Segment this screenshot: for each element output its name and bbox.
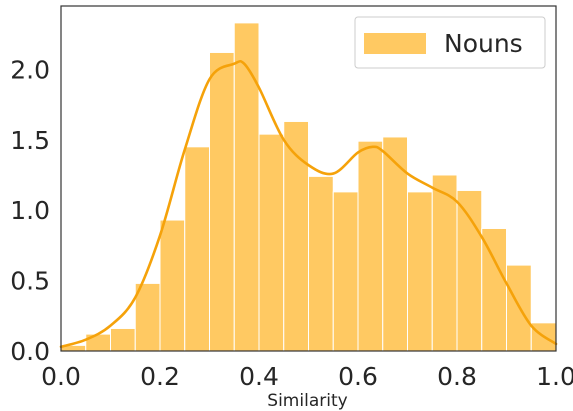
histogram-bar: [209, 51, 235, 352]
x-tick-label: 0.2: [140, 362, 180, 391]
legend: Nouns: [354, 16, 546, 69]
plot-frame: [60, 5, 557, 352]
y-tick-label: 1.0: [10, 196, 50, 225]
x-axis-label: Similarity: [267, 391, 347, 411]
x-tick-label: 0.4: [239, 362, 279, 391]
histogram-bar: [357, 140, 384, 352]
x-axis-ticks: 0.0 0.2 0.4 0.6 0.8 1.0: [41, 362, 573, 391]
x-tick-label: 0.0: [41, 362, 81, 391]
histogram-bars: [60, 22, 557, 352]
x-tick-label: 0.8: [437, 362, 477, 391]
histogram-bar: [134, 282, 161, 352]
x-tick-label: 0.6: [338, 362, 378, 391]
legend-box: [354, 16, 546, 69]
y-tick-label: 0.5: [10, 267, 50, 296]
y-tick-label: 2.0: [10, 55, 50, 84]
histogram-bar: [481, 227, 507, 352]
histogram-bar: [456, 189, 483, 352]
y-axis-ticks: 0.0 0.5 1.0 1.5 2.0: [10, 55, 50, 366]
histogram-bar: [258, 133, 285, 352]
density-curve: [59, 59, 558, 349]
y-tick-label: 1.5: [10, 126, 50, 155]
histogram-bar: [184, 146, 210, 352]
histogram-bar: [332, 191, 359, 352]
legend-swatch: [364, 33, 426, 54]
histogram-bar: [431, 174, 458, 352]
histogram-bar: [233, 22, 260, 352]
histogram-bar: [110, 327, 136, 352]
histogram-bar: [159, 219, 186, 352]
histogram-bar: [308, 175, 334, 352]
histogram-bar: [85, 333, 111, 352]
histogram-bar: [407, 191, 433, 352]
x-tick-label: 1.0: [536, 362, 573, 391]
y-tick-label: 0.0: [10, 337, 50, 366]
legend-label: Nouns: [444, 29, 523, 58]
